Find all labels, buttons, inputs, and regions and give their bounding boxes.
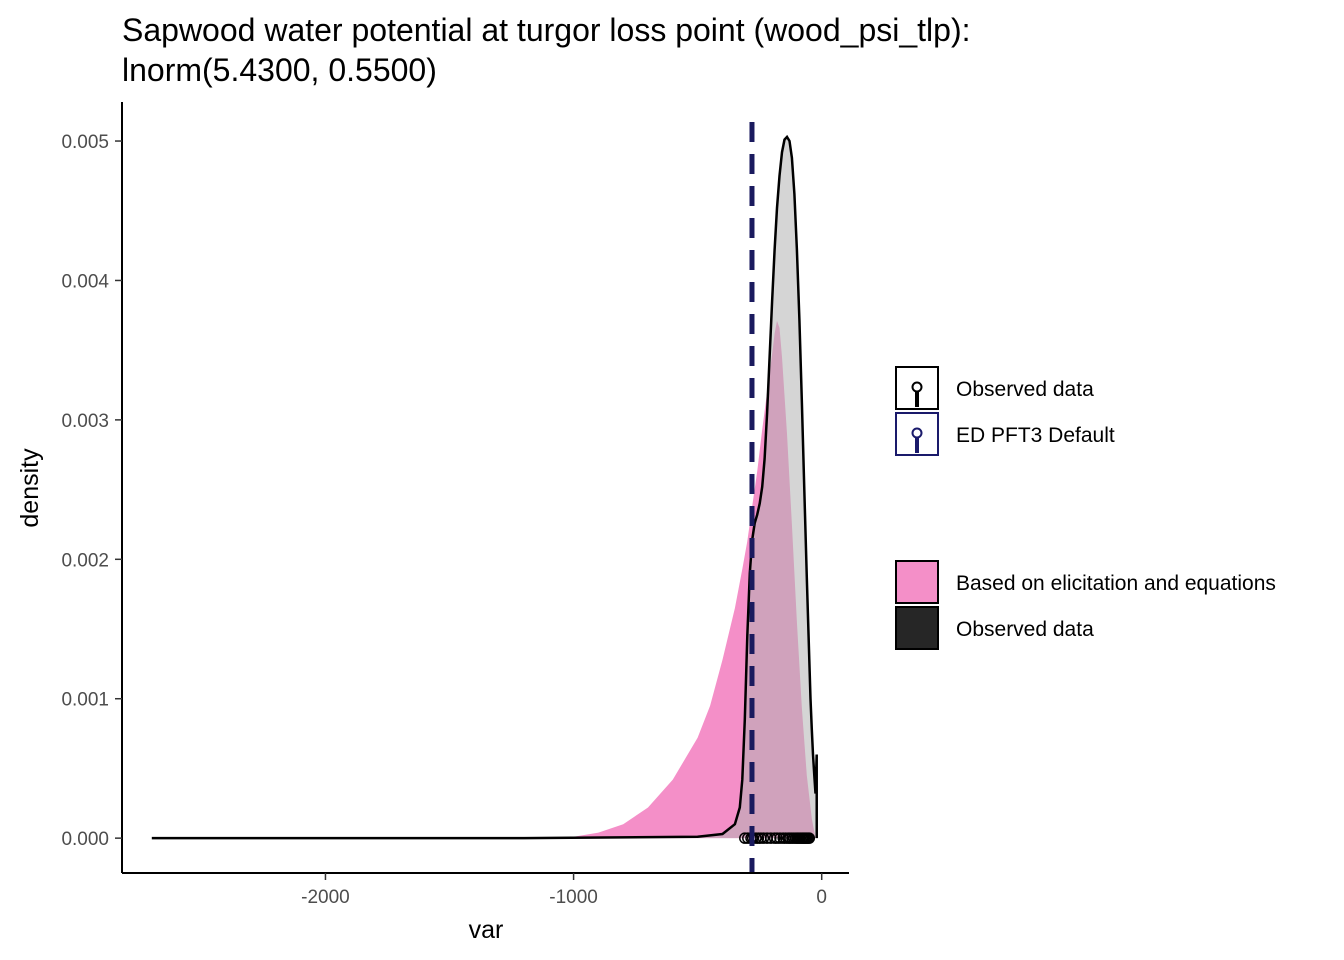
chart-subtitle: lnorm(5.4300, 0.5500) (122, 52, 437, 88)
observed-point-29 (803, 832, 816, 844)
x-tick-label-1: -1000 (549, 887, 598, 908)
legend-fill-label-0: Based on elicitation and equations (956, 572, 1276, 595)
observed-density-outline (151, 134, 818, 840)
legend-fill-label-1: Observed data (956, 618, 1094, 641)
density-areas (151, 134, 818, 840)
axes (121, 102, 849, 874)
y-tick-label-4: 0.004 (61, 271, 109, 292)
y-tick-label-3: 0.003 (61, 411, 109, 432)
chart-title: Sapwood water potential at turgor loss p… (122, 10, 970, 90)
y-tick-label-1: 0.001 (61, 690, 109, 711)
y-tick-label-2: 0.002 (61, 550, 109, 571)
x-tick-label-0: -2000 (301, 887, 350, 908)
x-axis-title: var (469, 916, 504, 944)
y-ticks: 0.000 0.001 0.002 0.003 0.004 0.005 (61, 132, 122, 850)
legend-fill-key-0 (895, 560, 939, 604)
x-ticks: -2000 -1000 0 (301, 873, 827, 908)
y-axis-title: density (16, 448, 44, 528)
x-tick-label-2: 0 (816, 887, 827, 908)
observed-point-11 (771, 832, 783, 844)
legend-point-label-0: Observed data (956, 378, 1094, 401)
observed-point-9 (765, 832, 777, 844)
y-tick-label-0: 0.000 (61, 829, 109, 850)
legend-point-marker-1 (911, 427, 923, 439)
chart-title-line-1: Sapwood water potential at turgor loss p… (122, 12, 971, 48)
legend-point-label-1: ED PFT3 Default (956, 424, 1115, 447)
y-tick-label-5: 0.005 (61, 132, 109, 153)
legend-fills: Based on elicitation and equations Observ… (895, 560, 1276, 650)
legend-points: Observed data ED PFT3 Default (895, 366, 1115, 456)
legend-point-marker-0 (911, 381, 923, 393)
observed-point-7 (757, 832, 770, 844)
legend-fill-key-1 (895, 606, 939, 650)
